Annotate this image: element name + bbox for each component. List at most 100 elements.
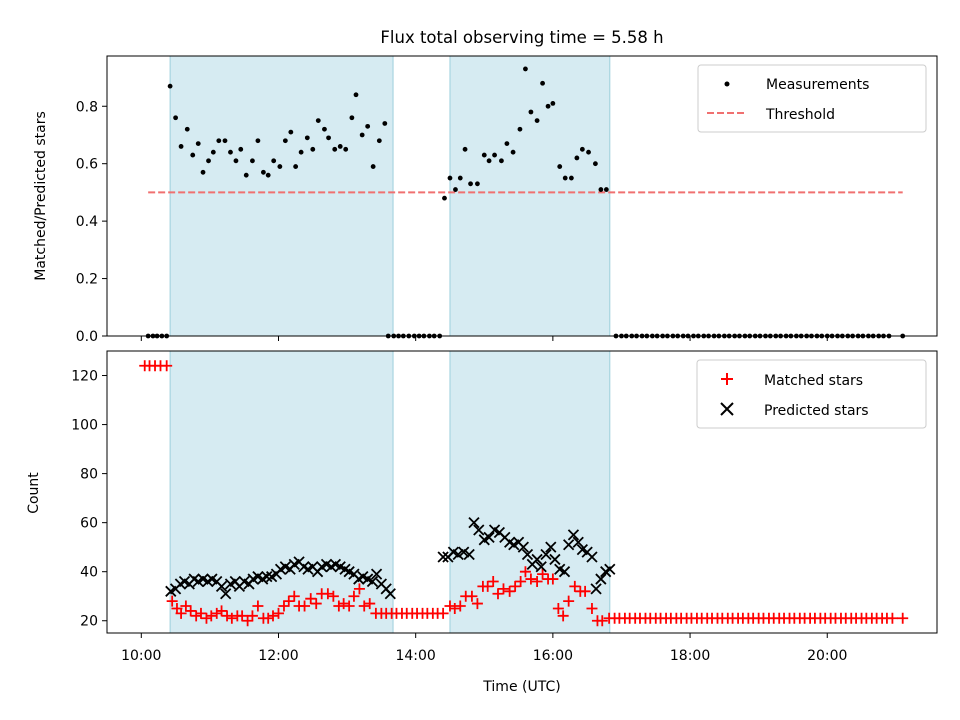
y-tick-label: 60 — [80, 516, 98, 532]
observing-window — [169, 350, 394, 634]
measurement-point — [238, 146, 244, 152]
x-tick-label: 10:00 — [121, 648, 161, 664]
matched-star-point — [454, 600, 466, 612]
matched-star-point — [322, 588, 334, 600]
predicted-star-point — [220, 588, 232, 600]
matched-star-point — [272, 607, 284, 619]
matched-star-point — [504, 585, 516, 597]
measurement-point — [337, 144, 343, 149]
measurement-point — [353, 92, 359, 98]
predicted-star-point — [366, 575, 379, 588]
matched-star-point — [288, 590, 300, 602]
bottom-axes-frame — [106, 350, 938, 634]
matched-star-point — [525, 573, 537, 585]
measurement-point — [592, 161, 598, 167]
measurement-point — [540, 80, 545, 86]
matched-star-point — [195, 607, 207, 619]
matched-star-point — [226, 612, 238, 624]
measurement-point — [462, 146, 468, 152]
y-tick-label: 20 — [80, 614, 98, 630]
measurement-point — [200, 169, 206, 175]
y-tick-label: 0.8 — [76, 99, 98, 115]
measurement-point — [233, 158, 239, 164]
measurement-point — [243, 172, 249, 178]
predicted-star-point — [473, 524, 485, 536]
matched-star-point — [886, 612, 898, 624]
y-tick-label: 0.2 — [76, 272, 98, 288]
matched-star-point — [278, 600, 290, 612]
y-tick-label: 0.4 — [76, 214, 98, 230]
measurement-point — [517, 126, 523, 132]
measurement-point — [315, 118, 321, 124]
matched-star-point — [482, 580, 494, 592]
measurement-point — [195, 141, 201, 146]
measurement-point — [457, 175, 463, 181]
predicted-star-point — [370, 568, 383, 580]
bottom-y-ticks: 20 40 60 80 100 120 — [71, 369, 107, 630]
matched-star-point — [579, 585, 591, 597]
bottom-legend: Matched stars Predicted stars — [696, 359, 927, 429]
measurement-point — [523, 66, 528, 72]
measurement-point — [173, 115, 178, 121]
matched-star-point — [262, 612, 274, 624]
measurement-point — [586, 149, 591, 155]
predicted-star-point — [468, 517, 480, 529]
predicted-star-point — [545, 541, 557, 553]
matched-star-point — [515, 576, 527, 588]
measurement-point — [568, 175, 574, 181]
measurement-point — [255, 138, 261, 144]
matched-star-point — [586, 602, 598, 614]
y-tick-label: 0.6 — [76, 157, 98, 173]
measurement-point — [293, 164, 299, 169]
measurement-point — [310, 146, 316, 152]
measurement-point — [447, 175, 453, 181]
matched-star-point — [348, 590, 360, 602]
measurement-point — [376, 138, 382, 144]
predicted-star-point — [517, 541, 530, 553]
x-tick-label: 20:00 — [807, 648, 847, 664]
matched-star-point — [252, 600, 264, 612]
measurement-point — [492, 152, 497, 158]
matched-star-point — [563, 595, 575, 607]
measurement-point — [528, 109, 534, 115]
measurement-point — [562, 175, 568, 181]
matched-star-point — [161, 360, 173, 372]
measurement-point — [382, 121, 388, 126]
matched-star-point — [537, 568, 549, 580]
matched-star-point — [444, 600, 456, 612]
matched-star-point — [897, 612, 909, 624]
measurement-point — [260, 169, 266, 175]
predicted-star-point — [540, 548, 552, 561]
measurement-point — [603, 187, 609, 192]
predicted-star-point — [535, 561, 547, 573]
matched-star-point — [205, 610, 217, 622]
measurement-point — [365, 123, 371, 129]
top-observing-windows — [169, 55, 611, 337]
chart-title: Flux total observing time = 5.58 h — [380, 28, 663, 47]
predicted-star-point — [595, 573, 607, 585]
matched-star-point — [547, 573, 559, 585]
matched-star-point — [449, 602, 461, 614]
y-tick-label: 120 — [71, 369, 98, 385]
predicted-star-point — [604, 563, 616, 575]
measurement-point — [206, 158, 211, 164]
measurement-point — [178, 144, 184, 149]
top-y-ticks: 0.0 0.2 0.4 0.6 0.8 — [76, 99, 107, 345]
matched-star-point — [305, 593, 317, 605]
observing-window — [449, 350, 611, 634]
legend-label-matched: Matched stars — [764, 373, 863, 389]
y-tick-label: 80 — [80, 467, 98, 483]
predicted-star-point — [521, 548, 534, 561]
matched-star-point — [327, 590, 339, 602]
measurement-point — [250, 158, 255, 164]
matched-star-point — [190, 610, 202, 622]
matched-star-point — [211, 607, 223, 619]
top-axes-frame — [106, 55, 938, 337]
matched-star-point — [283, 595, 295, 607]
measurement-point — [265, 172, 271, 178]
legend-marker-predicted — [720, 402, 734, 416]
predicted-star-point — [261, 570, 273, 583]
observing-window — [449, 55, 611, 337]
predicted-star-point — [483, 531, 495, 544]
legend-label-measurements: Measurements — [766, 77, 869, 93]
